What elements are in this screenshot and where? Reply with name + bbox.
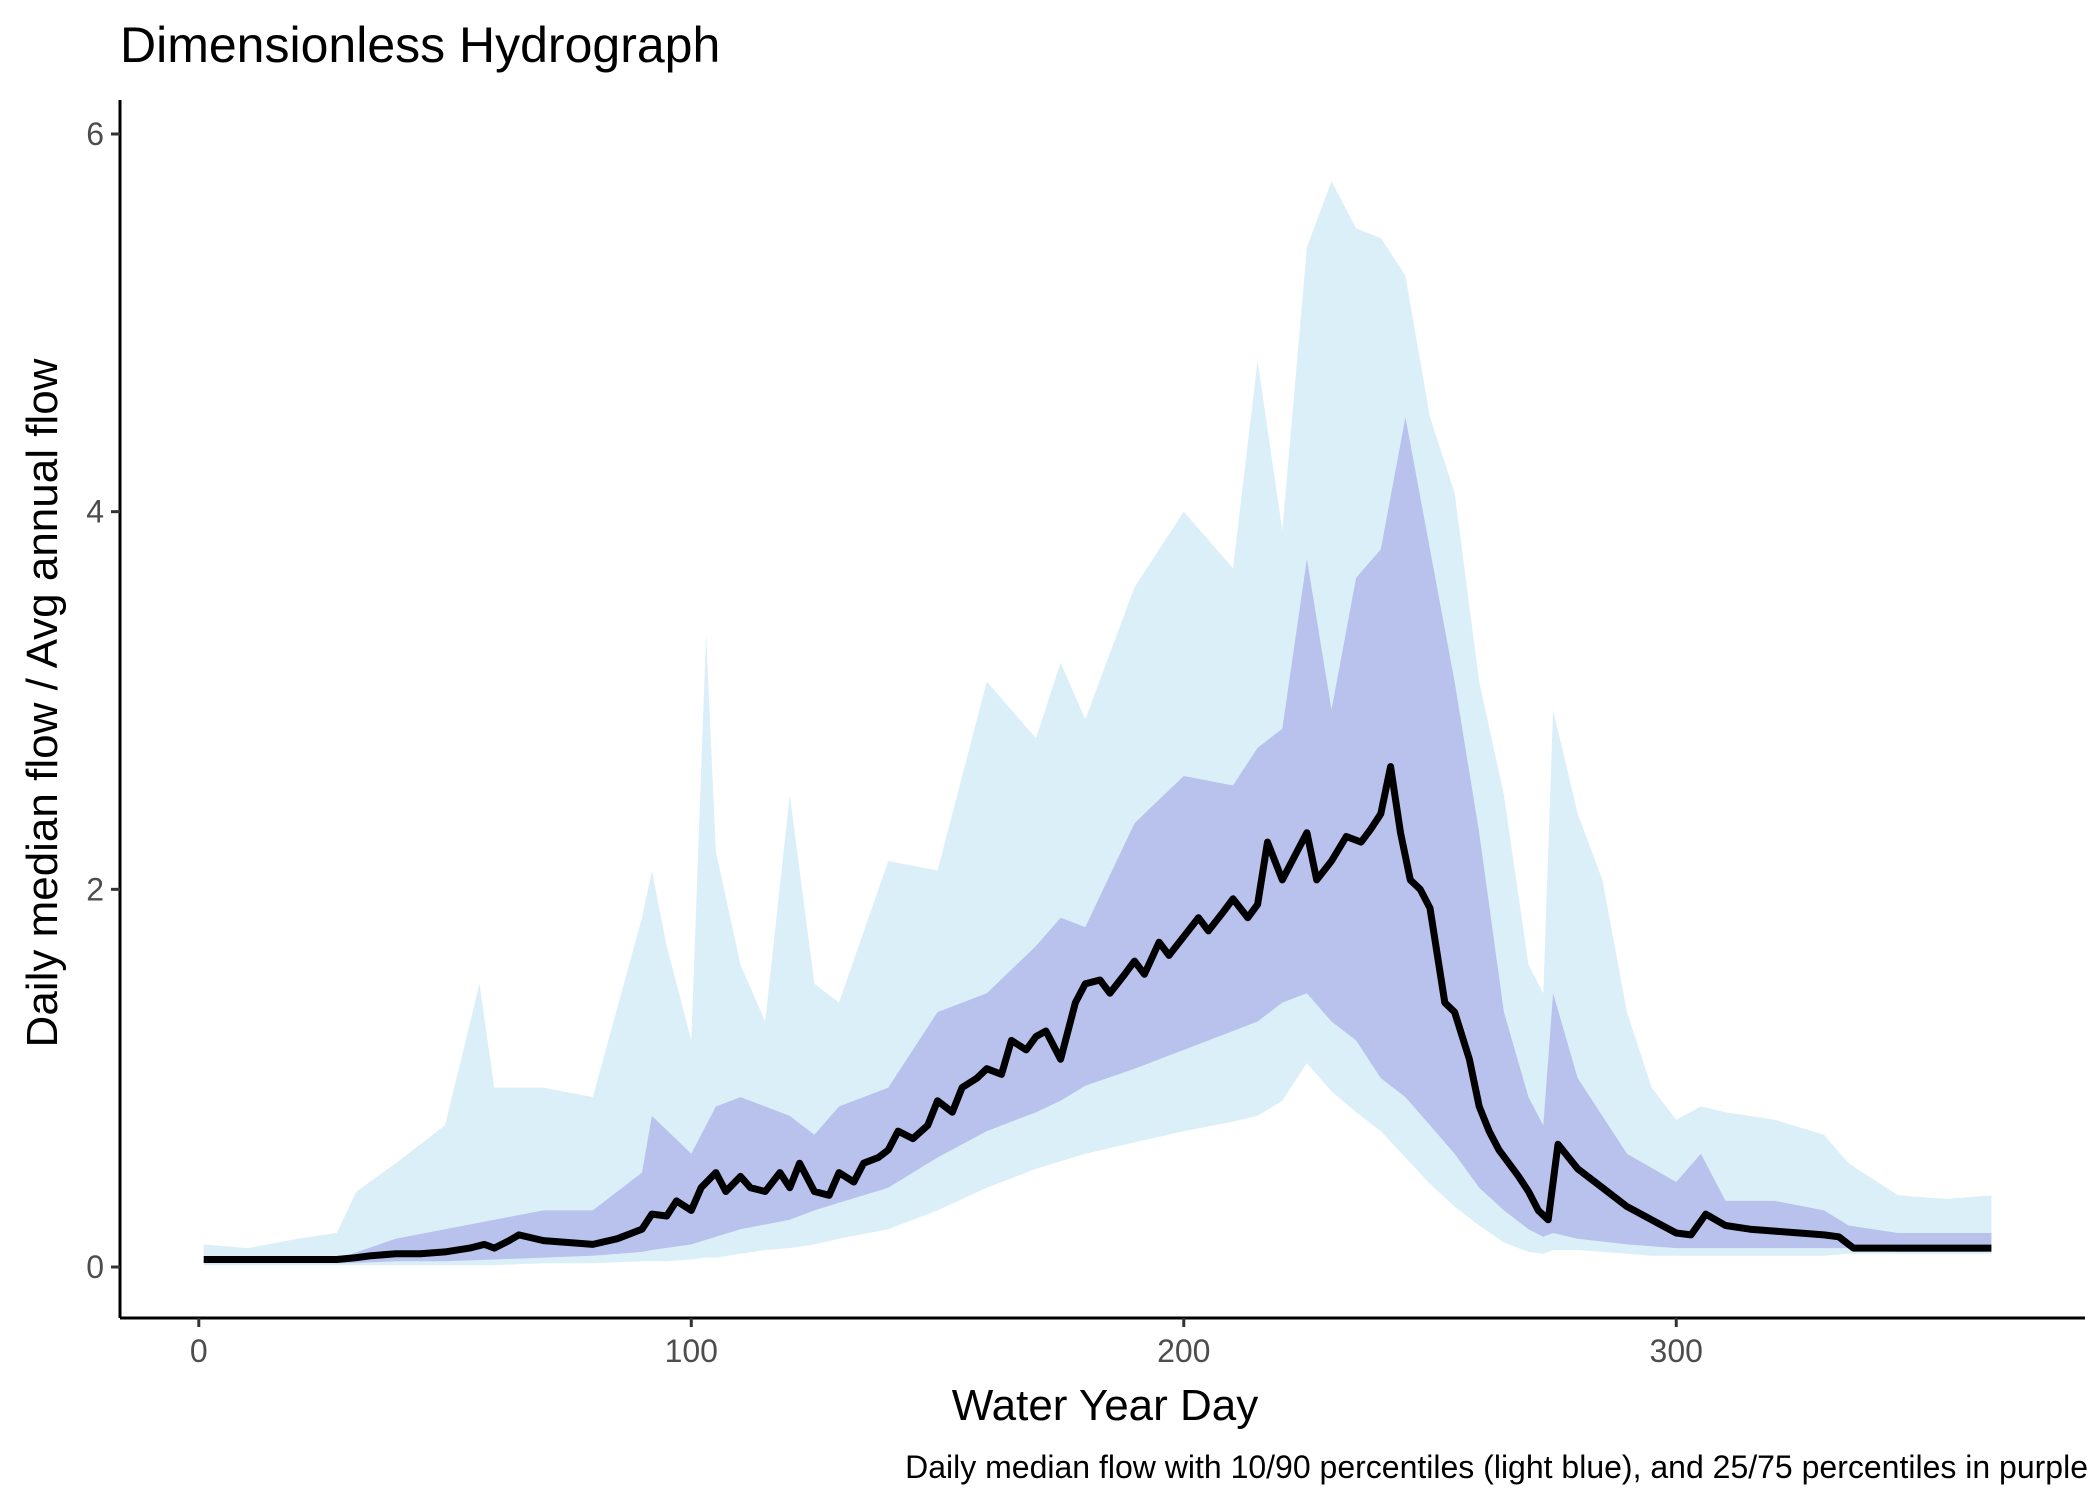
y-tick-label: 4 (86, 494, 104, 530)
band-10-90-area (203, 181, 1992, 1266)
plot-area (203, 181, 1992, 1266)
y-tick-label: 6 (86, 116, 104, 152)
x-tick-label: 0 (190, 1333, 208, 1369)
chart-caption: Daily median flow with 10/90 percentiles… (905, 1449, 2088, 1485)
median-line (203, 763, 1992, 1263)
y-tick-label: 2 (86, 871, 104, 907)
y-axis-label: Daily median flow / Avg annual flow (18, 358, 67, 1047)
chart-title: Dimensionless Hydrograph (120, 17, 720, 73)
axes: 0 2 4 6 0 100 200 300 (86, 100, 2085, 1369)
x-axis-label: Water Year Day (952, 1381, 1259, 1430)
x-tick-label: 200 (1157, 1333, 1210, 1369)
y-tick-label: 0 (86, 1249, 104, 1285)
x-tick-label: 100 (665, 1333, 718, 1369)
x-tick-label: 300 (1650, 1333, 1703, 1369)
